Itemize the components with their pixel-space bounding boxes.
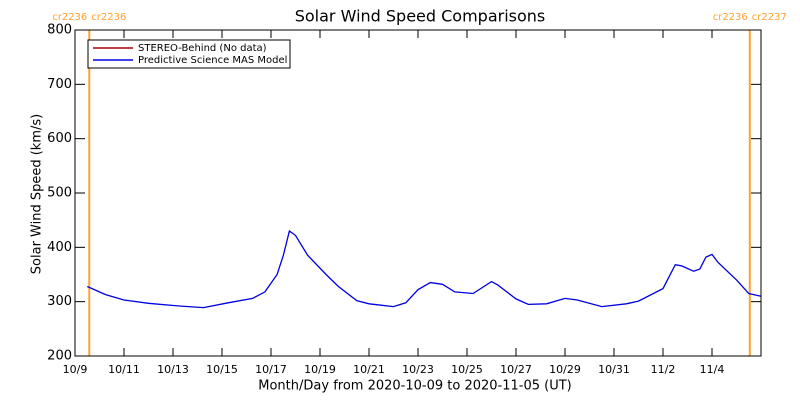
series-line [87,229,762,309]
y-tick-label: 200 [47,349,72,364]
x-tick-label: 10/25 [451,363,483,376]
chart-title: Solar Wind Speed Comparisons [295,7,546,26]
y-tick-label: 300 [47,294,72,309]
x-tick-label: 10/15 [206,363,238,376]
x-tick-label: 11/2 [651,363,676,376]
legend-box [87,39,291,69]
x-tick-label: 10/27 [500,363,532,376]
plot-frame [74,29,762,357]
marker-label: cr2237 [752,12,787,23]
x-tick-label: 10/17 [255,363,287,376]
x-axis-label: Month/Day from 2020-10-09 to 2020-11-05 … [258,379,571,394]
y-axis-label: Solar Wind Speed (km/s) [30,114,45,274]
x-tick-label: 10/31 [598,363,630,376]
x-tick-label: 10/19 [304,363,336,376]
y-tick-label: 800 [47,23,72,38]
x-tick-label: 11/4 [700,363,725,376]
x-tick-label: 10/13 [157,363,189,376]
legend-label: STEREO-Behind (No data) [138,43,267,54]
legend-label: Predictive Science MAS Model [138,55,287,66]
x-tick-label: 10/23 [402,363,434,376]
x-tick-label: 10/29 [549,363,581,376]
y-tick-label: 700 [47,77,72,92]
marker-label: cr2236 [52,12,87,23]
y-tick-label: 400 [47,240,72,255]
x-tick-label: 10/21 [353,363,385,376]
x-tick-label: 10/9 [63,363,88,376]
y-tick-label: 600 [47,131,72,146]
y-tick-label: 500 [47,186,72,201]
marker-label: cr2236 [91,12,126,23]
x-tick-label: 10/11 [108,363,140,376]
marker-label: cr2236 [713,12,748,23]
